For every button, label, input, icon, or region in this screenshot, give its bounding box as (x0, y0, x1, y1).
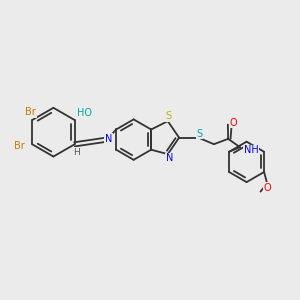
Text: O: O (264, 183, 272, 193)
Text: N: N (105, 134, 112, 144)
Text: S: S (196, 129, 203, 139)
Text: H: H (73, 148, 80, 157)
Text: NH: NH (244, 145, 258, 155)
Text: O: O (230, 118, 237, 128)
Text: N: N (166, 153, 173, 163)
Text: Br: Br (14, 141, 25, 151)
Text: HO: HO (77, 108, 92, 118)
Text: S: S (165, 111, 171, 122)
Text: Br: Br (26, 107, 36, 117)
